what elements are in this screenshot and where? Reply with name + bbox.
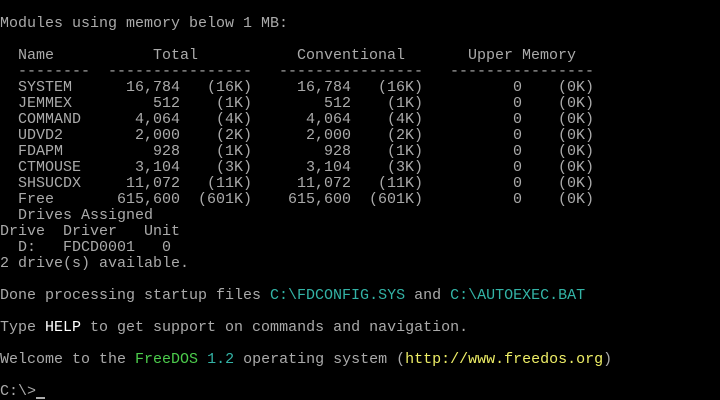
module-name: Free bbox=[18, 191, 55, 208]
conventional-kb: (4K) bbox=[387, 111, 424, 128]
help-line: Type HELP to get support on commands and… bbox=[0, 320, 468, 336]
upper-bytes: 0 bbox=[513, 111, 523, 128]
conventional-bytes: 4,064 bbox=[306, 111, 352, 128]
module-name: SHSUCDX bbox=[18, 175, 82, 192]
conventional-kb: (11K) bbox=[378, 175, 424, 192]
total-bytes: 3,104 bbox=[135, 159, 181, 176]
module-name: SYSTEM bbox=[18, 79, 73, 96]
header-unit: Unit bbox=[144, 223, 181, 240]
conventional-kb: (16K) bbox=[378, 79, 424, 96]
conventional-bytes: 3,104 bbox=[306, 159, 352, 176]
mem-title: Modules using memory below 1 MB: bbox=[0, 15, 289, 32]
total-kb: (4K) bbox=[216, 111, 253, 128]
driver-name: FDCD0001 bbox=[63, 239, 136, 256]
total-bytes: 928 bbox=[153, 143, 181, 160]
header-total: Total bbox=[153, 47, 199, 64]
upper-kb: (0K) bbox=[558, 191, 595, 208]
upper-bytes: 0 bbox=[513, 191, 523, 208]
conventional-bytes: 2,000 bbox=[306, 127, 352, 144]
divider: ---------------- bbox=[450, 63, 595, 80]
startup-text: and bbox=[405, 287, 451, 304]
welcome-text: Welcome to the bbox=[0, 351, 136, 368]
upper-bytes: 0 bbox=[513, 175, 523, 192]
welcome-line: Welcome to the FreeDOS 1.2 operating sys… bbox=[0, 352, 612, 368]
upper-kb: (0K) bbox=[558, 111, 595, 128]
welcome-text: operating system ( bbox=[234, 351, 406, 368]
upper-kb: (0K) bbox=[558, 95, 595, 112]
total-kb: (3K) bbox=[216, 159, 253, 176]
startup-line: Done processing startup files C:\FDCONFI… bbox=[0, 288, 585, 304]
total-bytes: 512 bbox=[153, 95, 181, 112]
conventional-kb: (601K) bbox=[369, 191, 424, 208]
upper-kb: (0K) bbox=[558, 79, 595, 96]
freedos-version: 1.2 bbox=[207, 351, 235, 368]
freedos-url: http://www.freedos.org bbox=[405, 351, 604, 368]
conventional-bytes: 928 bbox=[324, 143, 352, 160]
upper-bytes: 0 bbox=[513, 127, 523, 144]
upper-kb: (0K) bbox=[558, 143, 595, 160]
command-prompt-line[interactable]: C:\> bbox=[0, 383, 46, 400]
module-name: FDAPM bbox=[18, 143, 64, 160]
upper-kb: (0K) bbox=[558, 175, 595, 192]
upper-bytes: 0 bbox=[513, 143, 523, 160]
config-file: C:\FDCONFIG.SYS bbox=[270, 287, 406, 304]
divider: ---------------- bbox=[108, 63, 253, 80]
total-kb: (11K) bbox=[207, 175, 253, 192]
conventional-kb: (1K) bbox=[387, 95, 424, 112]
text-cursor bbox=[36, 397, 46, 399]
help-text: Type bbox=[0, 319, 46, 336]
drive-letter: D: bbox=[18, 239, 37, 256]
freedos-brand: FreeDOS bbox=[135, 351, 199, 368]
upper-bytes: 0 bbox=[513, 79, 523, 96]
total-bytes: 615,600 bbox=[117, 191, 181, 208]
drives-title: Drives Assigned bbox=[18, 207, 154, 224]
header-conventional: Conventional bbox=[297, 47, 406, 64]
total-bytes: 2,000 bbox=[135, 127, 181, 144]
total-kb: (2K) bbox=[216, 127, 253, 144]
command-prompt: C:\> bbox=[0, 383, 37, 400]
conventional-bytes: 16,784 bbox=[297, 79, 352, 96]
total-bytes: 4,064 bbox=[135, 111, 181, 128]
header-name: Name bbox=[18, 47, 55, 64]
total-kb: (16K) bbox=[207, 79, 253, 96]
header-driver: Driver bbox=[63, 223, 118, 240]
module-name: COMMAND bbox=[18, 111, 82, 128]
module-name: CTMOUSE bbox=[18, 159, 82, 176]
total-kb: (1K) bbox=[216, 95, 253, 112]
total-kb: (601K) bbox=[198, 191, 253, 208]
upper-bytes: 0 bbox=[513, 95, 523, 112]
conventional-bytes: 11,072 bbox=[297, 175, 352, 192]
upper-bytes: 0 bbox=[513, 159, 523, 176]
total-bytes: 11,072 bbox=[126, 175, 181, 192]
startup-text: Done processing startup files bbox=[0, 287, 271, 304]
welcome-text: ) bbox=[603, 351, 613, 368]
upper-kb: (0K) bbox=[558, 127, 595, 144]
conventional-kb: (2K) bbox=[387, 127, 424, 144]
autoexec-file: C:\AUTOEXEC.BAT bbox=[450, 287, 586, 304]
welcome-text bbox=[198, 351, 207, 368]
help-command: HELP bbox=[45, 319, 82, 336]
total-kb: (1K) bbox=[216, 143, 253, 160]
divider: ---------------- bbox=[279, 63, 424, 80]
unit-number: 0 bbox=[162, 239, 172, 256]
header-upper-memory: Upper Memory bbox=[468, 47, 577, 64]
conventional-bytes: 512 bbox=[324, 95, 352, 112]
upper-kb: (0K) bbox=[558, 159, 595, 176]
help-text: to get support on commands and navigatio… bbox=[81, 319, 469, 336]
drives-summary: 2 drive(s) available. bbox=[0, 255, 190, 272]
conventional-bytes: 615,600 bbox=[288, 191, 352, 208]
conventional-kb: (3K) bbox=[387, 159, 424, 176]
header-drive: Drive bbox=[0, 223, 46, 240]
conventional-kb: (1K) bbox=[387, 143, 424, 160]
module-name: UDVD2 bbox=[18, 127, 64, 144]
total-bytes: 16,784 bbox=[126, 79, 181, 96]
divider: -------- bbox=[18, 63, 91, 80]
module-name: JEMMEX bbox=[18, 95, 73, 112]
